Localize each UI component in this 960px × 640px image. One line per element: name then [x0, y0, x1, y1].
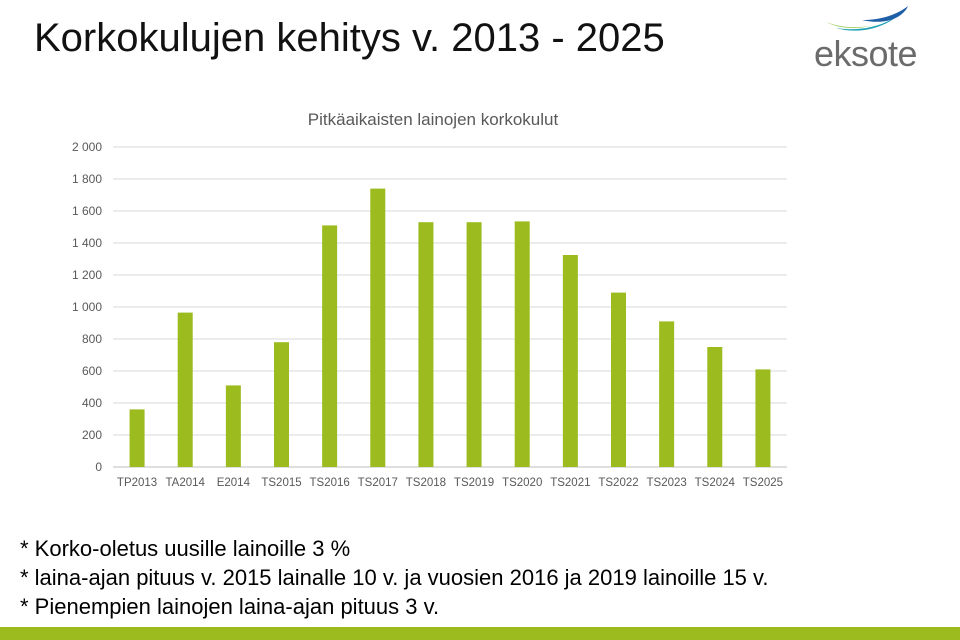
- bar-TS2015: [274, 342, 289, 467]
- note-line-2: * laina-ajan pituus v. 2015 lainalle 10 …: [20, 565, 769, 590]
- gridlines: [113, 146, 787, 468]
- logo-text: eksote: [814, 33, 918, 74]
- bar-TS2020: [514, 221, 530, 467]
- x-tick-label: TS2019: [454, 477, 494, 489]
- logo-wave-blue: [862, 6, 908, 22]
- bar-chart: Pitkäaikaisten lainojen korkokulut 0 200 4…: [72, 110, 787, 489]
- bar-TA2014: [177, 312, 193, 467]
- note-line-3: * Pienempien lainojen laina-ajan pituus …: [20, 594, 440, 619]
- x-tick-label: TS2021: [550, 477, 590, 489]
- y-tick-label: 800: [82, 332, 102, 346]
- chart-title: Pitkäaikaisten lainojen korkokulut: [308, 110, 559, 129]
- x-tick-label: TS2024: [695, 477, 736, 489]
- y-tick-label: 200: [82, 428, 102, 442]
- x-tick-label: TS2023: [647, 477, 687, 489]
- y-tick-label: 1 400: [72, 236, 102, 250]
- bars: [129, 188, 771, 467]
- x-tick-label: TS2017: [358, 477, 398, 489]
- eksote-logo: eksote: [812, 4, 924, 74]
- y-tick-label: 600: [82, 364, 102, 378]
- bar-TS2025: [755, 369, 771, 467]
- y-tick-label: 1 000: [72, 300, 102, 314]
- bar-TS2016: [322, 225, 338, 467]
- x-tick-label: TS2022: [598, 477, 638, 489]
- x-tick-label: TS2025: [743, 477, 783, 489]
- note-line-1: * Korko-oletus uusille lainoille 3 %: [20, 536, 351, 561]
- notes: * Korko-oletus uusille lainoille 3 % * l…: [20, 534, 950, 621]
- y-tick-label: 400: [82, 396, 102, 410]
- logo-wave-teal: [836, 14, 900, 31]
- eksote-wave-logo-icon: [826, 6, 908, 31]
- y-tick-label: 1 600: [72, 204, 102, 218]
- bottom-accent-bar: [0, 627, 960, 640]
- bar-TP2013: [129, 409, 145, 467]
- y-axis-ticks: 0 200 400 600 800 1 000 1 200 1 400 1 600 1 800 2 …: [72, 140, 102, 474]
- x-tick-label: E2014: [217, 477, 251, 489]
- bar-TS2023: [659, 321, 675, 467]
- x-tick-label: TP2013: [117, 477, 157, 489]
- bar-TS2024: [707, 347, 723, 467]
- bar-TS2018: [418, 222, 434, 467]
- bar-E2014: [225, 385, 241, 467]
- bar-TS2017: [370, 188, 386, 467]
- x-tick-label: TS2015: [261, 477, 301, 489]
- y-tick-label: 2 000: [72, 140, 102, 154]
- bar-TS2022: [611, 292, 626, 467]
- x-axis-ticks: TP2013 TA2014 E2014 TS2015 TS2016 TS2017 TS201…: [117, 477, 783, 489]
- bar-TS2021: [562, 255, 578, 467]
- y-tick-label: 1 200: [72, 268, 102, 282]
- bar-TS2019: [466, 222, 482, 467]
- x-tick-label: TS2020: [502, 477, 542, 489]
- y-tick-label: 0: [95, 460, 102, 474]
- x-tick-label: TA2014: [165, 477, 205, 489]
- y-tick-label: 1 800: [72, 172, 102, 186]
- x-tick-label: TS2018: [406, 477, 446, 489]
- logo-wave-green: [826, 22, 882, 28]
- slide-title: Korkokulujen kehitys v. 2013 - 2025: [34, 16, 665, 60]
- x-tick-label: TS2016: [310, 477, 350, 489]
